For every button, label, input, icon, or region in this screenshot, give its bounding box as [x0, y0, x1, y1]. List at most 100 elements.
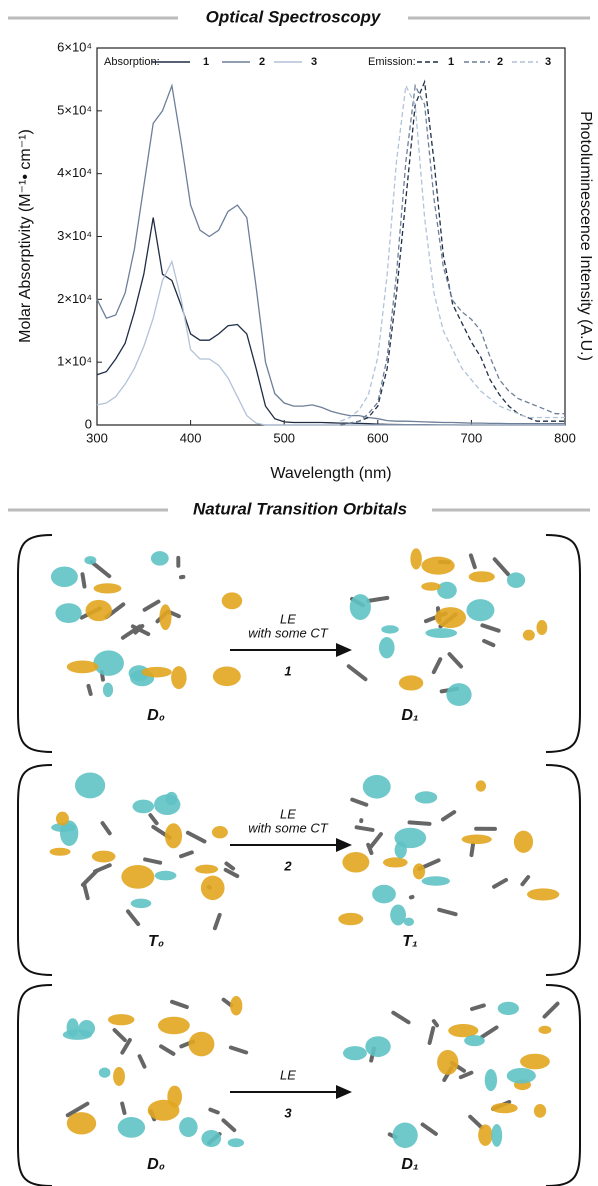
- orbital-lobe: [222, 592, 243, 609]
- state-label: T₁: [402, 933, 417, 950]
- legend-title: Emission:: [368, 56, 416, 68]
- orbital-lobe: [121, 865, 154, 889]
- bond: [95, 865, 110, 871]
- orbital-lobe: [462, 834, 492, 844]
- bracket: [18, 535, 52, 752]
- bond: [172, 1002, 187, 1007]
- y-tick-label: 1×10⁴: [57, 354, 92, 369]
- orbital-lobe: [148, 1100, 180, 1121]
- orbital-lobe: [188, 1032, 214, 1057]
- orbital-lobe: [51, 566, 78, 587]
- bond: [434, 1021, 437, 1025]
- series-line: [340, 86, 565, 422]
- orbital-lobe: [383, 857, 408, 867]
- bond: [103, 823, 110, 833]
- bond: [368, 598, 387, 601]
- orbital-lobe: [372, 885, 396, 904]
- y-tick-label: 2×10⁴: [57, 291, 92, 306]
- bond: [471, 844, 473, 855]
- y2-axis-label: Photoluminescence Intensity (A.U.): [577, 111, 594, 361]
- bond: [484, 641, 493, 645]
- orbital-lobe: [56, 812, 69, 826]
- orbital-lobe: [131, 899, 152, 909]
- bond: [215, 915, 220, 928]
- orbital-lobe: [151, 551, 169, 565]
- orbital-lobe: [50, 848, 71, 856]
- state-label: D₀: [147, 707, 165, 724]
- orbital-lobe: [404, 918, 414, 926]
- bond: [122, 1040, 130, 1053]
- orbital-lobe: [485, 1069, 497, 1091]
- bond: [352, 800, 366, 805]
- y-tick-label: 0: [85, 416, 92, 431]
- figure: Optical Spectroscopy Wavelength (nm) Mol…: [0, 0, 598, 1186]
- orbital-lobe: [379, 637, 395, 658]
- bond: [410, 822, 430, 823]
- orbital-lobe: [466, 599, 494, 621]
- bond: [223, 1120, 234, 1130]
- orbital-lobe: [212, 826, 228, 838]
- orbital-lobe: [155, 871, 177, 881]
- bond: [450, 654, 461, 666]
- section-title: Optical Spectroscopy: [206, 7, 382, 26]
- orbital-lobe: [422, 876, 450, 886]
- orbital-lobe: [201, 1130, 221, 1147]
- orbital-lobe: [538, 1026, 551, 1034]
- compound-label: 2: [283, 858, 292, 873]
- series-line: [97, 86, 565, 424]
- orbital-lobe: [413, 863, 425, 879]
- orbital-lobe: [491, 1103, 518, 1113]
- bond: [224, 1000, 231, 1006]
- orbital-lobe: [63, 1030, 92, 1040]
- state-label: T₀: [148, 933, 164, 950]
- series-line: [340, 82, 565, 425]
- orbital-lobe: [399, 675, 423, 690]
- arrow-label: with some CT: [248, 820, 329, 835]
- bond: [443, 812, 454, 819]
- orbital-lobe: [498, 1002, 519, 1015]
- bond: [393, 1013, 408, 1023]
- bond: [84, 884, 88, 898]
- orbital-lobe: [75, 772, 105, 798]
- orbital-lobe: [437, 1050, 458, 1075]
- bond: [145, 602, 159, 610]
- orbital-lobe: [338, 913, 363, 925]
- compound-label: 1: [284, 663, 291, 678]
- bracket: [546, 985, 580, 1186]
- state-label: D₀: [147, 1156, 165, 1173]
- orbital-lobe: [410, 548, 421, 569]
- bond: [430, 1028, 434, 1043]
- orbital-lobe: [435, 607, 466, 628]
- orbital-lobe: [92, 851, 116, 863]
- orbital-lobe: [395, 842, 407, 859]
- orbital-lobe: [425, 628, 457, 638]
- compound-label: 3: [284, 1105, 292, 1120]
- bracket: [546, 535, 580, 752]
- orbital-lobe: [507, 1068, 536, 1084]
- orbital-lobe: [520, 1054, 550, 1070]
- orbital-lobe: [159, 604, 171, 630]
- orbital-lobe: [365, 1036, 390, 1057]
- orbital-lobe: [527, 888, 559, 900]
- bracket: [18, 765, 52, 975]
- bond: [122, 1104, 124, 1113]
- bond: [349, 666, 366, 679]
- orbital-lobe: [476, 780, 486, 791]
- orbital-lobe: [392, 1123, 417, 1148]
- legend-label: 1: [203, 56, 209, 68]
- orbital-lobe: [165, 823, 182, 848]
- bond: [482, 625, 498, 630]
- bond: [461, 1073, 472, 1077]
- orbital-lobe: [158, 1017, 190, 1035]
- arrow-label: with some CT: [248, 625, 329, 640]
- orbital-lobe: [55, 603, 81, 623]
- legend-label: 1: [448, 56, 454, 68]
- bond: [226, 864, 233, 869]
- bond: [188, 833, 205, 842]
- bond: [423, 1124, 436, 1133]
- x-tick-label: 700: [461, 430, 483, 445]
- state-label: D₁: [401, 1156, 418, 1173]
- arrow-head: [336, 643, 352, 657]
- orbital-lobe: [437, 582, 457, 599]
